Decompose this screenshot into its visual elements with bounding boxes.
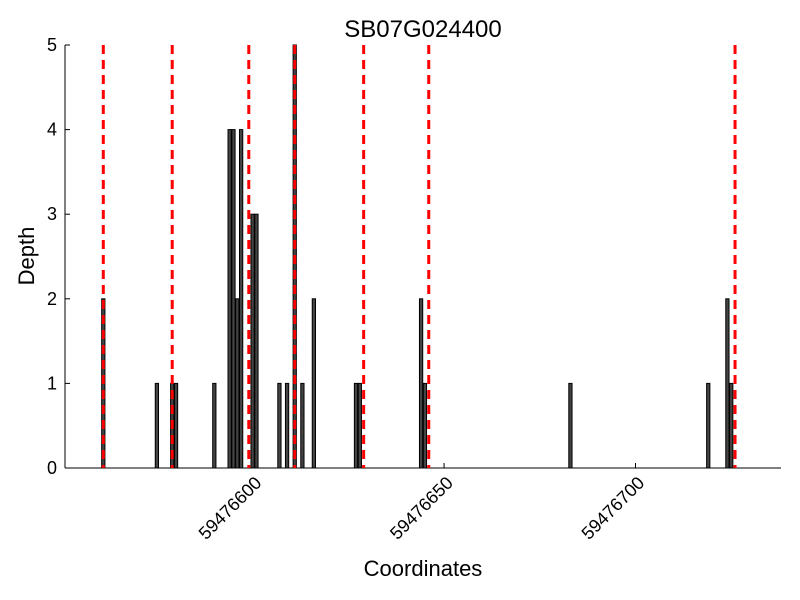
depth-bar (277, 382, 282, 469)
depth-bar (706, 382, 711, 469)
x-axis-title: Coordinates (364, 556, 483, 581)
depth-bar (729, 382, 734, 469)
depth-bar (235, 298, 240, 469)
depth-bar (284, 382, 290, 469)
y-tick-label: 5 (47, 35, 57, 55)
depth-bar (422, 382, 428, 469)
depth-bar (357, 382, 362, 469)
depth-bar (173, 382, 179, 469)
plot-area: 0 1 2 3 4 5 59476600 59476650 59476700 (47, 35, 781, 543)
y-tick-label: 0 (47, 458, 57, 478)
depth-bar (725, 298, 730, 469)
x-tick-label: 59476650 (386, 473, 457, 544)
y-tick-label: 3 (47, 204, 57, 224)
y-tick-label: 4 (47, 120, 57, 140)
x-tick-label: 59476700 (578, 473, 649, 544)
depth-bar (353, 382, 359, 469)
depth-bar (568, 382, 573, 469)
chart-title: SB07G024400 (344, 16, 501, 43)
depth-bar (212, 382, 217, 469)
depth-bar (227, 129, 232, 469)
x-tick-label: 59476600 (195, 473, 266, 544)
depth-bar (300, 382, 305, 469)
depth-bar (254, 213, 259, 469)
y-axis-title: Depth (14, 227, 39, 286)
depth-bar (154, 382, 160, 469)
y-tick-label: 1 (47, 373, 57, 393)
y-tick-label: 2 (47, 289, 57, 309)
depth-bar (231, 129, 236, 469)
depth-bar (250, 213, 255, 469)
depth-bar (311, 298, 317, 469)
depth-bar (239, 129, 244, 469)
depth-bar (418, 298, 424, 469)
